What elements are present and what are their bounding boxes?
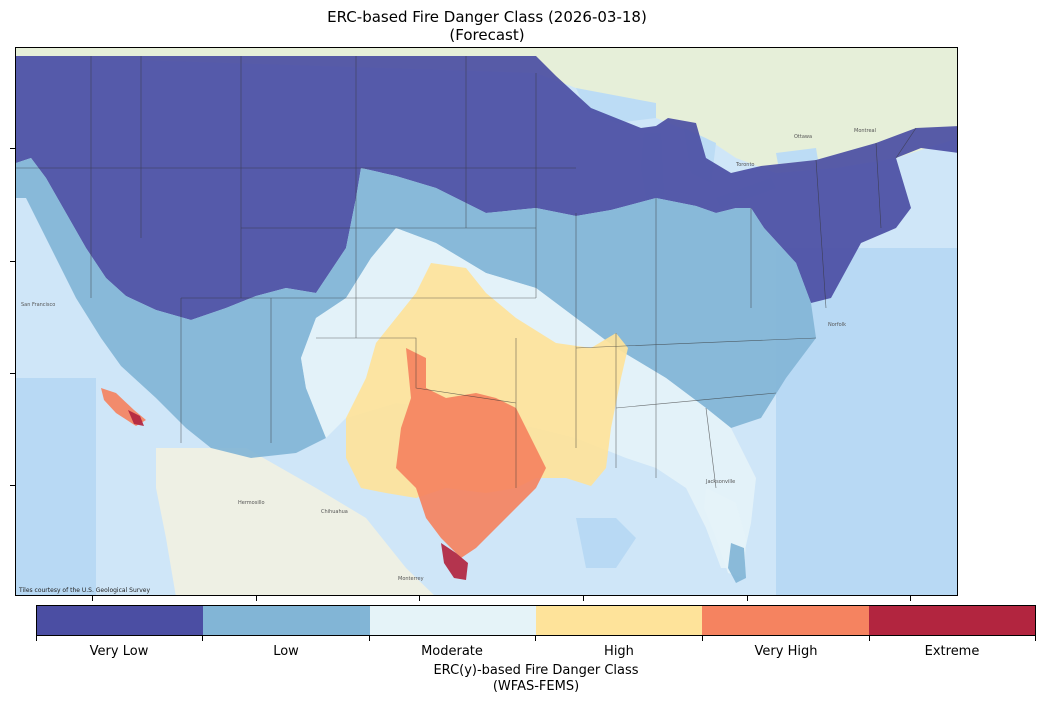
svg-text:Jacksonville: Jacksonville (705, 479, 735, 485)
florida-low (728, 543, 746, 583)
colorbar-segment-very-low (37, 606, 204, 635)
class-very-low-north (16, 56, 957, 320)
svg-text:Montreal: Montreal (854, 128, 876, 134)
y-axis-tick (10, 148, 15, 149)
colorbar-label-extreme: Extreme (924, 644, 980, 659)
svg-text:Norfolk: Norfolk (828, 322, 846, 328)
colorbar-title-line2: (WFAS-FEMS) (492, 679, 580, 694)
gulf-water (576, 518, 636, 568)
colorbar-label-high: High (604, 644, 634, 659)
colorbar-tick (535, 636, 536, 641)
lake-ontario (776, 148, 818, 164)
y-axis-tick (10, 373, 15, 374)
fire-danger-map[interactable]: Ottawa Montreal Toronto Hermosillo Chihu… (15, 47, 958, 596)
basemap-labels: Ottawa Montreal Toronto Hermosillo Chihu… (21, 128, 876, 582)
colorbar-segment-moderate (369, 606, 536, 635)
map-canvas: Ottawa Montreal Toronto Hermosillo Chihu… (16, 48, 957, 595)
mexico-land (156, 448, 434, 595)
colorbar-tick (702, 636, 703, 641)
svg-text:San Francisco: San Francisco (21, 302, 55, 308)
svg-text:Toronto: Toronto (735, 162, 754, 168)
colorbar-segment-high (535, 606, 703, 635)
colorbar-tick (369, 636, 370, 641)
colorbar-tick (36, 636, 37, 641)
map-title-line1: ERC-based Fire Danger Class (2026-03-18) (327, 8, 647, 26)
class-extreme-socal (128, 410, 144, 426)
x-axis-tick (910, 596, 911, 601)
class-low (16, 158, 816, 458)
pacific-ocean (16, 378, 96, 595)
map-attribution: Tiles courtesy of the U.S. Geological Su… (19, 587, 151, 594)
colorbar-tick (869, 636, 870, 641)
colorbar-label-very-low: Very Low (89, 644, 149, 659)
colorbar-title-line1: ERC(y)-based Fire Danger Class (433, 663, 639, 678)
svg-text:Monterrey: Monterrey (398, 576, 424, 582)
colorbar-label-very-high: Very High (754, 644, 818, 659)
colorbar-label-moderate: Moderate (421, 644, 483, 659)
x-axis-tick (92, 596, 93, 601)
colorbar-segment-extreme (868, 606, 1035, 635)
x-axis-tick (747, 596, 748, 601)
colorbar-tick (202, 636, 203, 641)
colorbar-tick (1035, 636, 1036, 641)
state-boundaries (16, 56, 917, 489)
colorbar-label-low: Low (273, 644, 299, 659)
colorbar-segment-very-high (702, 606, 869, 635)
y-axis-tick (10, 485, 15, 486)
map-title-line2: (Forecast) (449, 26, 525, 44)
x-axis-tick (419, 596, 420, 601)
class-very-high (396, 348, 546, 558)
x-axis-tick (583, 596, 584, 601)
svg-text:Hermosillo: Hermosillo (238, 500, 265, 506)
colorbar (36, 605, 1036, 636)
map-title: ERC-based Fire Danger Class (2026-03-18)… (0, 8, 974, 44)
class-extreme-south-texas (441, 543, 468, 580)
y-axis-tick (10, 261, 15, 262)
svg-text:Ottawa: Ottawa (794, 134, 812, 140)
colorbar-title: ERC(y)-based Fire Danger Class (WFAS-FEM… (36, 663, 1036, 695)
canada-land (16, 48, 957, 173)
colorbar-segment-low (203, 606, 370, 635)
svg-text:Chihuahua: Chihuahua (321, 509, 348, 515)
x-axis-tick (256, 596, 257, 601)
